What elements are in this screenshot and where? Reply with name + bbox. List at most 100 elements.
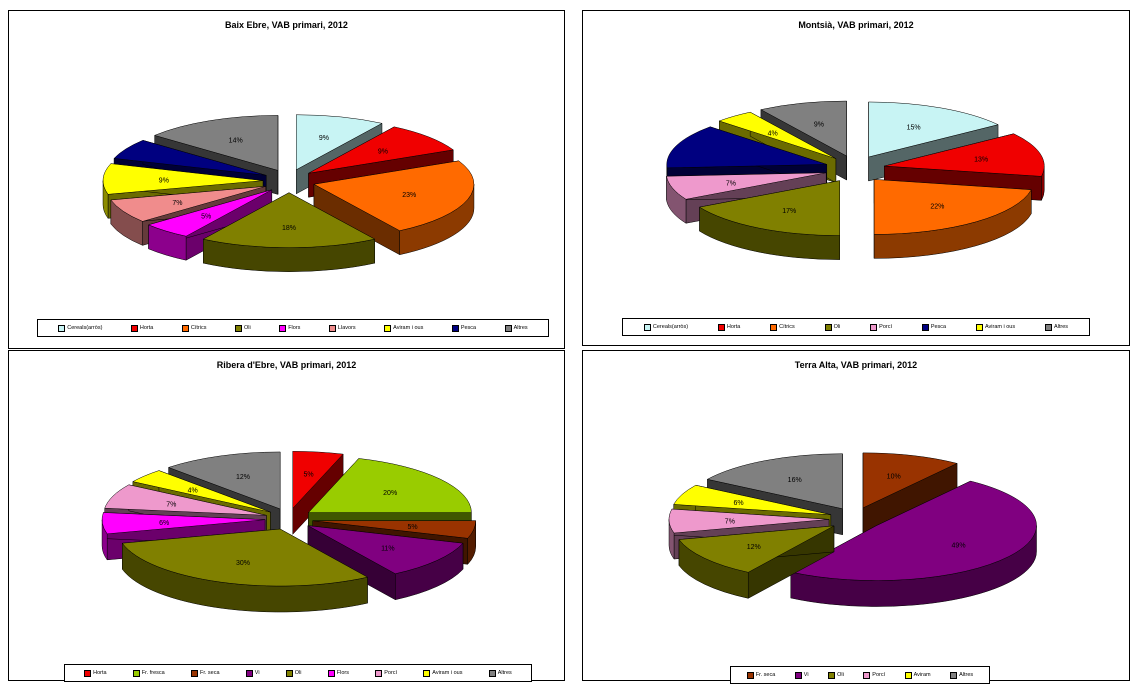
chart-legend: Horta Fr. fresca Fr. seca Vi Oli Flors Porcí Av… <box>64 664 532 682</box>
pie-chart-montsia: 15% 13% 22% 17% 7% 4% 9% <box>666 100 1045 260</box>
legend-label: Aviram i ous <box>432 670 463 676</box>
legend-label: Horta <box>726 324 741 330</box>
legend-item-horta: Horta <box>84 669 107 677</box>
legend-swatch <box>423 669 431 677</box>
data-label: 9% <box>378 149 388 156</box>
data-label: 23% <box>402 192 416 199</box>
legend-label: Porcí <box>384 670 398 676</box>
legend-swatch <box>279 324 287 332</box>
pie-slice-oli <box>698 180 840 260</box>
data-label: 7% <box>725 518 735 525</box>
legend-swatch <box>130 324 138 332</box>
legend-item-oli: Oli <box>828 671 844 679</box>
legend-item-vi: Vi <box>794 671 809 679</box>
legend-item-pesca: Pesca <box>451 324 477 332</box>
legend-label: Oli <box>833 324 841 330</box>
legend-label: Fr. seca <box>199 670 220 676</box>
pie-slice-fr-seca <box>862 452 958 535</box>
pie-slice-oli <box>678 525 835 599</box>
chart-title: Montsià, VAB primari, 2012 <box>798 20 914 30</box>
legend-item-altres: Altres <box>504 324 528 332</box>
data-label: 7% <box>172 200 182 207</box>
legend-label: Aviram <box>913 672 931 678</box>
data-label: 16% <box>788 477 802 484</box>
data-label: 6% <box>734 500 744 507</box>
legend-swatch <box>904 671 912 679</box>
legend-swatch <box>950 671 958 679</box>
legend-swatch <box>975 323 983 331</box>
data-label: 18% <box>282 225 296 232</box>
legend-label: Flors <box>336 670 349 676</box>
legend-swatch <box>384 324 392 332</box>
legend-label: Flors <box>288 325 301 331</box>
legend-swatch <box>746 671 754 679</box>
data-label: 12% <box>747 544 761 551</box>
legend-label: Pesca <box>930 324 947 330</box>
legend-swatch <box>488 669 496 677</box>
legend-item-altres: Altres <box>488 669 512 677</box>
legend-swatch <box>717 323 725 331</box>
pie-slice-vi <box>307 525 464 601</box>
legend-item-cereals-arr-s: Cereals(arròs) <box>643 323 688 331</box>
legend-label: Vi <box>803 672 809 678</box>
legend-item-fr-seca: Fr. seca <box>746 671 775 679</box>
data-label: 6% <box>159 520 169 527</box>
data-label: 7% <box>166 501 176 508</box>
legend-swatch <box>828 671 836 679</box>
data-label: 4% <box>768 130 778 137</box>
pie-slice-c-trics <box>313 160 475 256</box>
data-label: 9% <box>319 135 329 142</box>
data-label: 5% <box>201 213 211 220</box>
legend-item-pesca: Pesca <box>921 323 947 331</box>
pie-chart-terra-alta: 10% 49% 12% 7% 6% 16% <box>668 452 1037 607</box>
data-label: 15% <box>907 125 921 132</box>
chart-legend: Fr. seca Vi Oli Porcí Aviram Altres <box>730 666 990 684</box>
legend-item-flors: Flors <box>279 324 301 332</box>
legend-swatch <box>770 323 778 331</box>
legend-swatch <box>181 324 189 332</box>
legend-item-altres: Altres <box>1044 323 1069 331</box>
legend-item-porc: Porcí <box>870 323 892 331</box>
pie-chart-baix-ebre: 9% 9% 23% 18% 5% 7% 9% 14% <box>102 114 475 272</box>
legend-swatch <box>504 324 512 332</box>
data-label: 10% <box>887 473 901 480</box>
legend-item-c-trics: Cítrics <box>181 324 206 332</box>
legend-item-oli: Oli <box>824 323 841 331</box>
pie-slice-c-trics <box>873 179 1032 259</box>
legend-label: Horta <box>93 670 107 676</box>
legend-swatch <box>870 323 878 331</box>
legend-label: Horta <box>139 325 154 331</box>
legend-swatch <box>285 669 293 677</box>
data-label: 17% <box>782 208 796 215</box>
pie-slice-vi <box>790 480 1037 607</box>
legend-item-flors: Flors <box>327 669 349 677</box>
data-label: 5% <box>407 524 417 531</box>
legend-label: Aviram i ous <box>393 325 424 331</box>
data-label: 20% <box>383 490 397 497</box>
legend-item-horta: Horta <box>717 323 741 331</box>
legend-swatch <box>84 669 92 677</box>
legend-label: Altres <box>1053 324 1069 330</box>
data-label: 49% <box>952 543 966 550</box>
legend-label: Cítrics <box>779 324 795 330</box>
legend-item-porc: Porcí <box>863 671 885 679</box>
legend-label: Pesca <box>460 325 477 331</box>
legend-swatch <box>327 669 335 677</box>
legend-item-cereals-arr-s: Cereals(arròs) <box>58 324 102 332</box>
pie-slice-oli <box>121 528 369 613</box>
data-label: 9% <box>159 178 169 185</box>
legend-swatch <box>58 324 66 332</box>
data-label: 5% <box>304 471 314 478</box>
legend-label: Oli <box>243 325 251 331</box>
legend-label: Fr. fresca <box>141 670 165 676</box>
data-label: 11% <box>381 545 395 552</box>
legend-label: Altres <box>513 325 528 331</box>
legend-item-aviram-i-ous: Aviram i ous <box>423 669 463 677</box>
chart-title: Ribera d'Ebre, VAB primari, 2012 <box>216 360 357 370</box>
data-label: 13% <box>974 157 988 164</box>
legend-item-oli: Oli <box>285 669 302 677</box>
legend-swatch <box>643 323 651 331</box>
data-label: 12% <box>236 474 250 481</box>
legend-item-altres: Altres <box>950 671 973 679</box>
data-label: 22% <box>930 204 944 211</box>
